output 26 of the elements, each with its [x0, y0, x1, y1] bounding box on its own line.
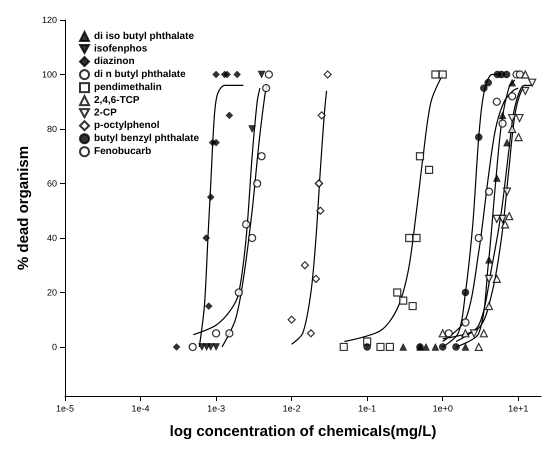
y-tick-label: 80 — [46, 124, 57, 134]
y-tick-label: 40 — [46, 232, 57, 243]
legend-label: pendimethalin — [94, 82, 162, 94]
x-tick-label: 1e+0 — [432, 404, 453, 414]
legend-label: p-octylphenol — [94, 120, 160, 132]
x-tick-label: 1e-2 — [282, 404, 301, 414]
y-tick-label: 120 — [42, 15, 57, 25]
legend-label: isofenphos — [94, 44, 148, 55]
x-tick-label: 1e-3 — [207, 404, 226, 414]
y-tick-label: 100 — [42, 69, 57, 80]
x-tick-label: 1e-1 — [358, 404, 376, 414]
legend-label: diazinon — [94, 56, 135, 68]
x-axis-title: log concentration of chemicals(mg/L) — [170, 423, 436, 440]
y-tick-label: 20 — [46, 287, 57, 298]
x-tick-label: 1e-4 — [132, 404, 150, 414]
legend-label: di n butyl phthalate — [94, 69, 186, 80]
legend-label: 2-CP — [94, 108, 118, 119]
y-tick-label: 60 — [46, 178, 57, 188]
legend-label: di iso butyl phthalate — [94, 31, 194, 42]
legend-label: 2,4,6-TCP — [94, 95, 140, 106]
legend-label: butyl benzyl phthalate — [94, 133, 200, 144]
x-tick-label: 1e+1 — [508, 404, 528, 414]
legend-label: Fenobucarb — [94, 146, 152, 158]
y-tick-label: 0 — [52, 342, 57, 352]
y-axis-title: % dead organism — [15, 146, 32, 270]
x-tick-label: 1e-5 — [56, 404, 74, 414]
